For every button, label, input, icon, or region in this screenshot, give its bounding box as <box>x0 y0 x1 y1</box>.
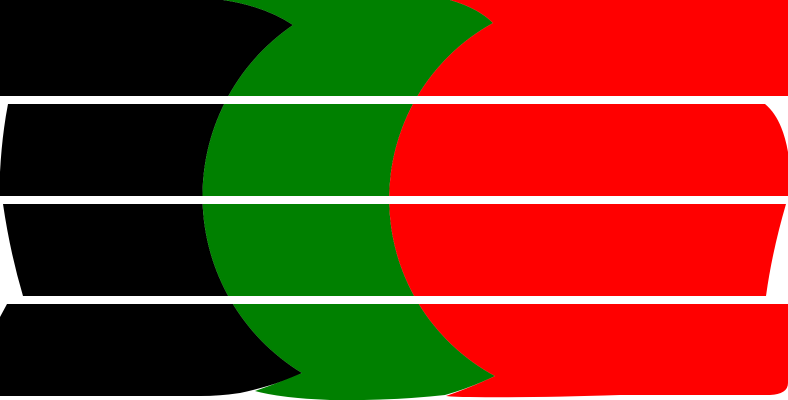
edge-notch-band3-left <box>0 204 23 296</box>
edge-notch-band2-right <box>765 104 788 152</box>
white-stripe-middle <box>0 196 788 204</box>
edge-notch-band2-left <box>0 104 8 172</box>
white-stripe-bottom <box>0 296 788 304</box>
edge-notch-band3-right <box>766 204 788 296</box>
edge-notch-band4-left <box>0 304 7 317</box>
white-stripe-top <box>0 96 788 104</box>
